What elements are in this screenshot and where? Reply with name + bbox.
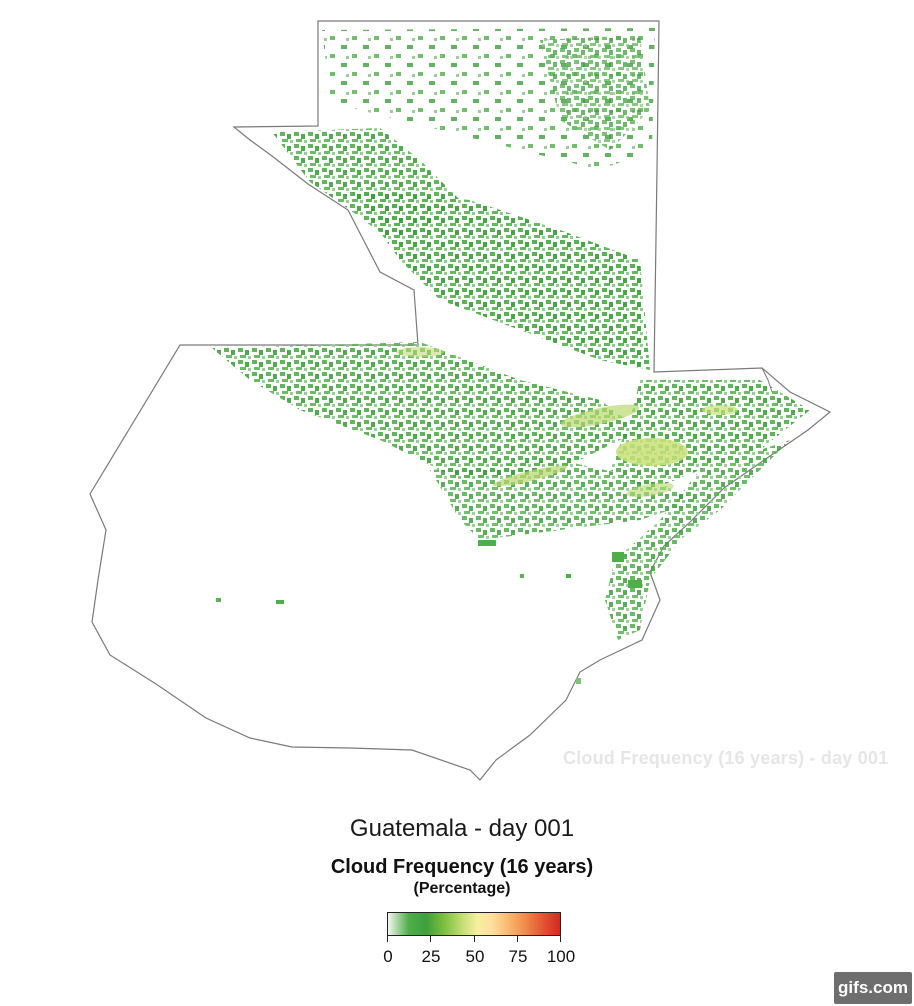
legend-colorbar xyxy=(387,912,561,936)
legend-title: Cloud Frequency (16 years) xyxy=(330,856,594,878)
legend-tick-label: 0 xyxy=(383,947,393,966)
page-title: Guatemala - day 001 xyxy=(349,815,575,842)
legend-tick-label: 100 xyxy=(546,947,576,966)
cloud-cover-patches xyxy=(212,28,810,684)
legend-tick-label: 75 xyxy=(508,947,528,966)
cloud-frequency-map xyxy=(89,20,832,781)
gifs-badge[interactable]: gifs.com xyxy=(834,972,912,1004)
legend-subtitle: (Percentage) xyxy=(413,880,511,897)
legend-tick-label: 25 xyxy=(421,947,441,966)
map-watermark: Cloud Frequency (16 years) - day 001 xyxy=(563,748,889,768)
legend-tick xyxy=(560,936,561,942)
legend-tick-label: 50 xyxy=(465,947,485,966)
legend-tick xyxy=(430,936,431,942)
legend-tick xyxy=(474,936,475,942)
legend-tick xyxy=(387,936,388,942)
legend-tick xyxy=(517,936,518,942)
